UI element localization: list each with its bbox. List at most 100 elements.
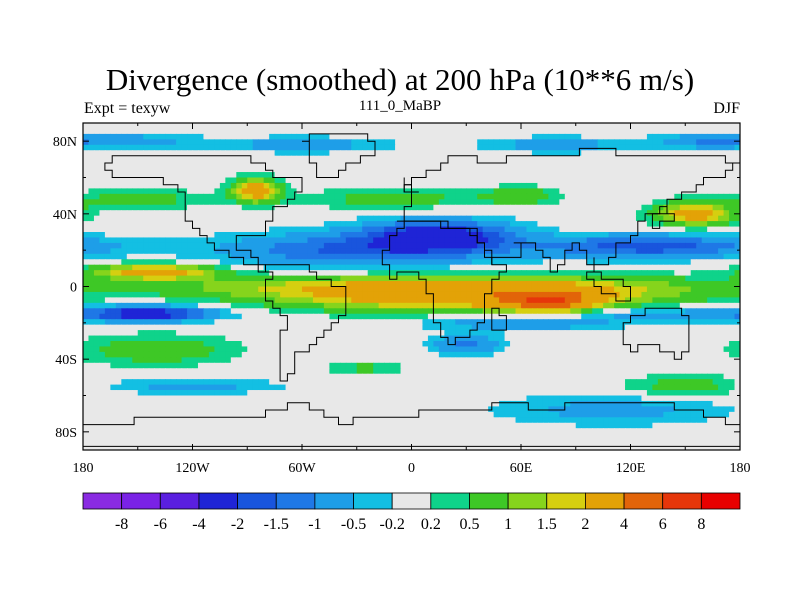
field-cell [197,341,205,348]
field-cell [323,281,330,288]
field-cell [176,308,183,315]
field-cell [619,324,626,331]
field-cell [668,215,675,222]
field-cell [603,204,610,211]
field-cell [608,319,615,326]
field-cell [115,232,122,239]
field-cell [444,232,451,239]
field-cell [521,199,528,206]
field-cell [690,232,697,239]
field-cell [597,144,604,151]
field-cell [176,270,183,277]
field-cell [367,242,374,249]
field-cell [148,319,155,326]
field-cell [334,341,341,348]
field-cell [367,270,374,277]
field-cell [132,346,139,353]
field-cell [280,281,287,288]
field-cell [312,308,320,315]
field-cell [389,253,396,260]
field-cell [137,161,144,168]
field-cell [427,237,434,244]
field-cell [652,193,659,200]
field-cell [707,161,714,168]
field-cell [406,210,413,217]
field-cell [510,286,517,293]
field-cell [362,232,369,239]
field-cell [225,324,232,331]
field-cell [433,133,440,140]
field-cell [482,270,489,277]
field-cell [225,275,232,282]
field-cell [104,237,111,244]
field-cell [121,182,128,189]
field-cell [575,335,582,342]
field-cell [93,270,101,277]
field-cell [307,297,314,304]
field-cell [630,144,637,151]
field-cell [488,199,495,206]
field-cell [132,297,139,304]
field-cell [247,237,254,244]
field-cell [455,302,462,309]
field-cell [427,204,434,211]
field-cell [422,215,429,222]
field-cell [373,275,380,282]
field-cell [690,291,697,298]
field-cell [302,275,309,282]
field-cell [302,264,309,271]
field-cell [236,291,243,298]
field-cell [729,188,736,195]
field-cell [334,144,341,151]
field-cell [416,144,424,151]
field-cell [625,286,632,293]
field-cell [214,330,221,337]
field-cell [88,128,95,135]
field-cell [143,319,150,326]
field-cell [696,199,703,206]
field-cell [696,264,703,271]
field-cell [323,259,330,266]
field-cell [471,264,478,271]
field-cell [477,226,484,233]
field-cell [110,308,117,315]
field-cell [247,319,254,326]
field-cell [723,221,730,228]
field-cell [99,319,106,326]
field-cell [323,232,330,239]
field-cell [625,123,632,130]
field-cell [197,281,205,288]
field-cell [438,264,445,271]
field-cell [712,188,719,195]
field-cell [197,177,205,184]
field-cell [302,166,309,173]
field-cell [323,335,330,342]
field-cell [608,281,615,288]
field-cell [521,139,528,146]
field-cell [679,237,686,244]
field-cell [625,297,632,304]
field-cell [537,199,544,206]
field-cell [389,166,396,173]
field-cell [652,313,659,320]
field-cell [389,210,396,217]
field-cell [148,193,155,200]
field-cell [466,286,473,293]
field-cell [411,150,418,157]
field-cell [559,286,566,293]
field-cell [351,232,358,239]
field-cell [449,133,456,140]
field-cell [83,166,90,173]
field-cell [323,150,330,157]
field-cell [685,319,692,326]
field-cell [488,242,495,249]
field-cell [718,319,725,326]
field-cell [280,199,287,206]
field-cell [674,144,681,151]
field-cell [581,144,588,151]
field-cell [208,286,215,293]
field-cell [351,204,358,211]
field-cell [646,188,653,195]
field-cell [263,264,270,271]
field-cell [641,319,648,326]
